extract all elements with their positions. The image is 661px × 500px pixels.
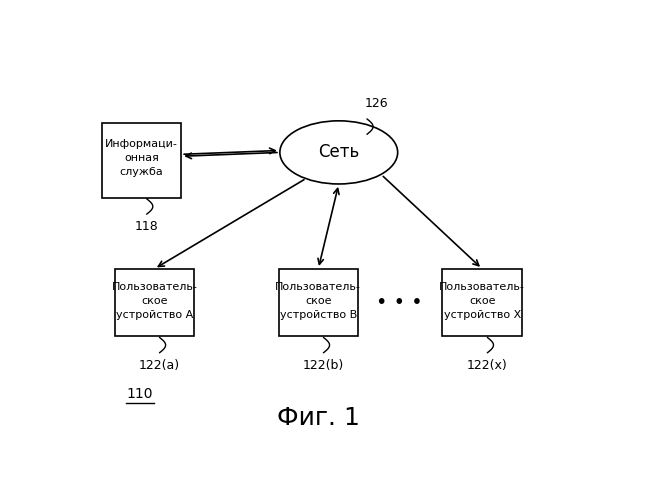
Text: 118: 118	[135, 220, 159, 233]
Bar	[102, 122, 181, 198]
FancyArrowPatch shape	[159, 180, 304, 266]
Text: Пользователь-
ское
устройство А: Пользователь- ское устройство А	[112, 282, 197, 320]
Bar	[114, 269, 194, 336]
Bar	[278, 269, 358, 336]
Text: Сеть: Сеть	[318, 144, 360, 162]
Text: Пользователь-
ское
устройство В: Пользователь- ское устройство В	[276, 282, 361, 320]
Bar	[442, 269, 522, 336]
FancyArrowPatch shape	[184, 148, 275, 154]
Text: • • •: • • •	[376, 293, 422, 312]
Text: Информаци-
онная
служба: Информаци- онная служба	[105, 139, 178, 177]
FancyArrowPatch shape	[383, 176, 479, 266]
Text: 122(x): 122(x)	[467, 358, 508, 372]
FancyArrowPatch shape	[318, 188, 339, 264]
Text: Пользователь-
ское
устройство Х: Пользователь- ское устройство Х	[440, 282, 525, 320]
Text: 122(b): 122(b)	[303, 358, 344, 372]
Text: Фиг. 1: Фиг. 1	[277, 406, 360, 429]
FancyArrowPatch shape	[186, 152, 277, 158]
Text: 110: 110	[126, 386, 153, 400]
Text: 126: 126	[364, 98, 388, 110]
Text: 122(a): 122(a)	[139, 358, 180, 372]
